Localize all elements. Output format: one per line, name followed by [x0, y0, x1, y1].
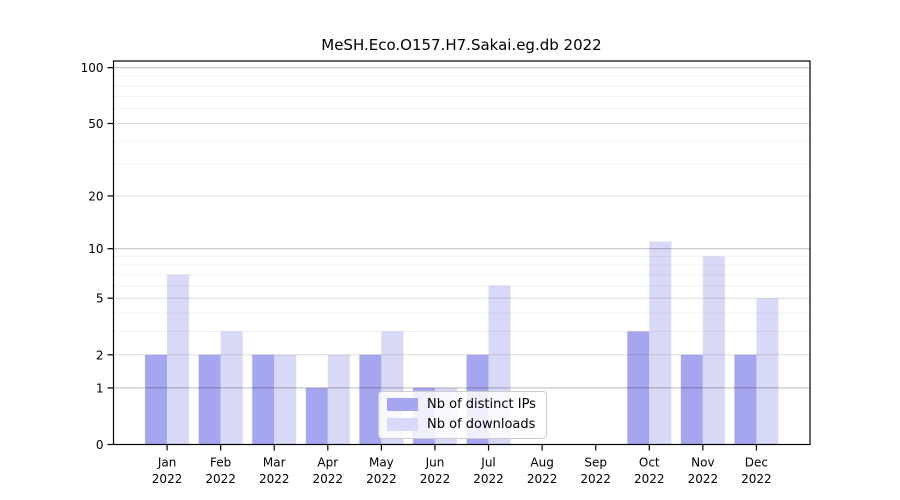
- x-tick-label-oct: Oct 2022: [634, 456, 665, 487]
- x-tick-month-dec: Dec: [745, 456, 768, 470]
- x-tick-month-jul: Jul: [480, 456, 495, 470]
- bar-ips-oct: [627, 331, 650, 445]
- bar-downloads-apr: [327, 354, 350, 445]
- y-tick-label-100: 100: [81, 61, 104, 75]
- bar-ips-nov: [680, 354, 703, 445]
- x-tick-year-jan: 2022: [152, 472, 183, 486]
- x-tick-year-apr: 2022: [313, 472, 344, 486]
- x-tick-label-nov: Nov 2022: [688, 456, 719, 487]
- x-tick-month-mar: Mar: [263, 456, 286, 470]
- legend-item-downloads: Nb of downloads: [387, 417, 536, 432]
- x-tick-label-jan: Jan 2022: [152, 456, 183, 487]
- x-tick-label-sep: Sep 2022: [580, 456, 611, 487]
- y-tick-label-0: 0: [96, 438, 104, 452]
- bar-ips-dec: [734, 354, 757, 445]
- x-tick-month-aug: Aug: [530, 456, 553, 470]
- bar-downloads-mar: [274, 354, 297, 445]
- x-tick-year-sep: 2022: [580, 472, 611, 486]
- x-tick-month-jun: Jun: [425, 456, 445, 470]
- x-tick-label-mar: Mar 2022: [259, 456, 290, 487]
- x-tick-year-mar: 2022: [259, 472, 290, 486]
- x-tick-year-jul: 2022: [473, 472, 504, 486]
- y-tick-label-5: 5: [96, 292, 104, 306]
- legend-swatch-distinct-ips: [387, 398, 418, 411]
- x-tick-year-may: 2022: [366, 472, 397, 486]
- x-tick-month-apr: Apr: [317, 456, 338, 470]
- x-tick-label-dec: Dec 2022: [741, 456, 772, 487]
- bar-ips-apr: [305, 387, 328, 445]
- x-tick-month-jan: Jan: [157, 456, 177, 470]
- x-tick-year-aug: 2022: [527, 472, 558, 486]
- bar-ips-feb: [198, 354, 221, 445]
- x-axis: Jan 2022 Feb 2022 Mar 2022 Apr 2022 May 2022 Jun 20…: [152, 444, 772, 487]
- bar-ips-jan: [145, 354, 168, 445]
- axes-border: [112, 60, 811, 446]
- legend-label-distinct-ips: Nb of distinct IPs: [427, 397, 536, 412]
- legend-label-downloads: Nb of downloads: [427, 417, 536, 432]
- x-tick-label-jun: Jun 2022: [420, 456, 451, 487]
- x-tick-month-feb: Feb: [210, 456, 231, 470]
- y-axis: 0 1 2 5 10 20 50 100: [81, 61, 114, 452]
- y-tick-label-20: 20: [88, 189, 103, 203]
- y-tick-label-2: 2: [96, 348, 104, 362]
- bar-ips-may: [359, 354, 382, 445]
- y-tick-label-50: 50: [88, 117, 103, 131]
- x-tick-label-aug: Aug 2022: [527, 456, 558, 487]
- bar-ips-mar: [252, 354, 275, 445]
- x-tick-year-feb: 2022: [205, 472, 236, 486]
- x-tick-year-dec: 2022: [741, 472, 772, 486]
- x-tick-year-nov: 2022: [688, 472, 719, 486]
- x-tick-month-may: May: [369, 456, 394, 470]
- legend-swatch-downloads: [387, 418, 418, 431]
- legend: Nb of distinct IPs Nb of downloads: [378, 391, 547, 439]
- bar-downloads-jan: [167, 274, 190, 445]
- gridlines-group: [113, 67, 810, 389]
- x-tick-year-oct: 2022: [634, 472, 665, 486]
- bar-downloads-nov: [702, 256, 725, 445]
- x-tick-month-sep: Sep: [584, 456, 607, 470]
- bar-downloads-feb: [220, 331, 243, 445]
- chart-title: MeSH.Eco.O157.H7.Sakai.eg.db 2022: [321, 36, 602, 54]
- x-tick-label-apr: Apr 2022: [313, 456, 344, 487]
- y-tick-label-10: 10: [88, 242, 103, 256]
- x-tick-label-feb: Feb 2022: [205, 456, 236, 487]
- x-tick-month-nov: Nov: [691, 456, 714, 470]
- x-tick-month-oct: Oct: [639, 456, 660, 470]
- legend-item-distinct-ips: Nb of distinct IPs: [387, 397, 536, 412]
- y-tick-label-1: 1: [96, 381, 104, 395]
- bar-downloads-oct: [649, 241, 672, 445]
- x-tick-label-may: May 2022: [366, 456, 397, 487]
- x-tick-year-jun: 2022: [420, 472, 451, 486]
- x-tick-label-jul: Jul 2022: [473, 456, 504, 487]
- bar-downloads-dec: [756, 298, 779, 445]
